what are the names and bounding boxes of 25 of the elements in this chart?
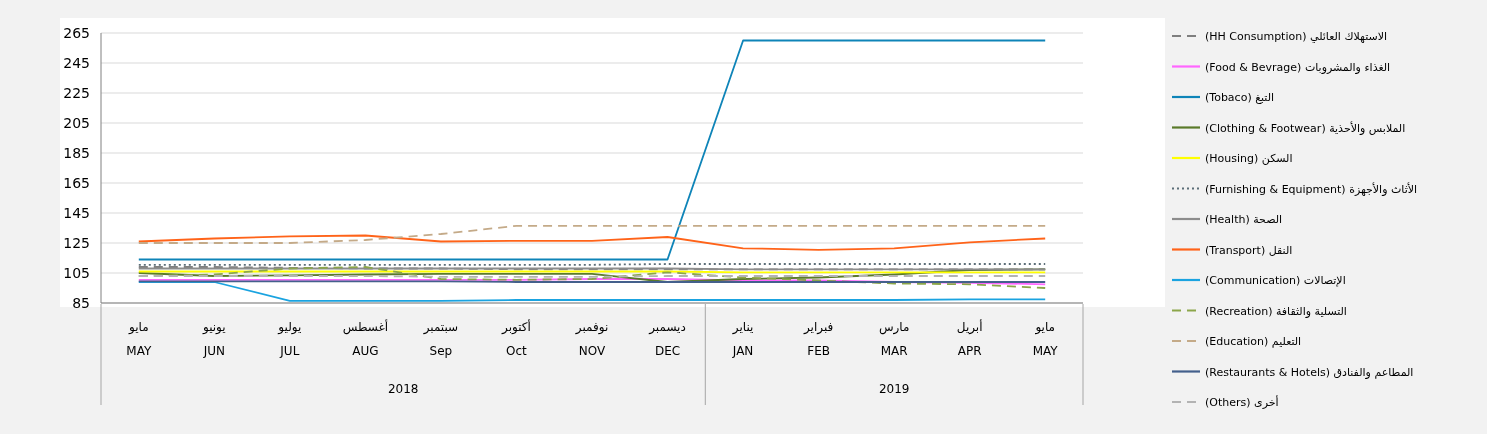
legend-label: التعليم (Education) — [1205, 335, 1302, 348]
y-tick-label: 145 — [63, 205, 90, 221]
legend-label: الاستهلاك العائلي (HH Consumption) — [1205, 30, 1387, 43]
legend-label: الإتصالات (Communication) — [1205, 274, 1346, 287]
text: 2018 — [387, 382, 419, 396]
legend-label: التبغ (Tobaco) — [1205, 91, 1275, 104]
legend-label: النقل (Transport) — [1205, 243, 1293, 257]
legend-label: الملابس والأحذية (Clothing & Footwear) — [1205, 120, 1406, 135]
y-tick-label: 205 — [63, 115, 90, 131]
y-tick-label: 125 — [63, 235, 90, 251]
y-tick-label: 85 — [72, 295, 90, 311]
legend-label: الصحة (Health) — [1205, 213, 1283, 226]
legend-label: التسلية والثقافة (Recreation) — [1205, 304, 1347, 318]
y-tick-label: 185 — [63, 145, 90, 161]
y-tick-label: 225 — [63, 85, 90, 101]
legend-label: السكن (Housing) — [1205, 152, 1293, 165]
legend-label: أخرى (Others) — [1205, 395, 1279, 409]
legend-label: المطاعم والفنادق (Restaurants & Hotels) — [1205, 365, 1414, 379]
legend-label: الأثاث والأجهزة (Furnishing & Equipment) — [1205, 181, 1418, 196]
y-tick-label: 265 — [63, 25, 90, 41]
y-tick-label: 165 — [63, 175, 90, 191]
y-tick-label: 245 — [63, 55, 90, 71]
legend-label: الغذاء والمشروبات (Food & Bevrage) — [1205, 60, 1391, 74]
text: 2019 — [878, 382, 910, 396]
y-tick-label: 105 — [63, 265, 90, 281]
